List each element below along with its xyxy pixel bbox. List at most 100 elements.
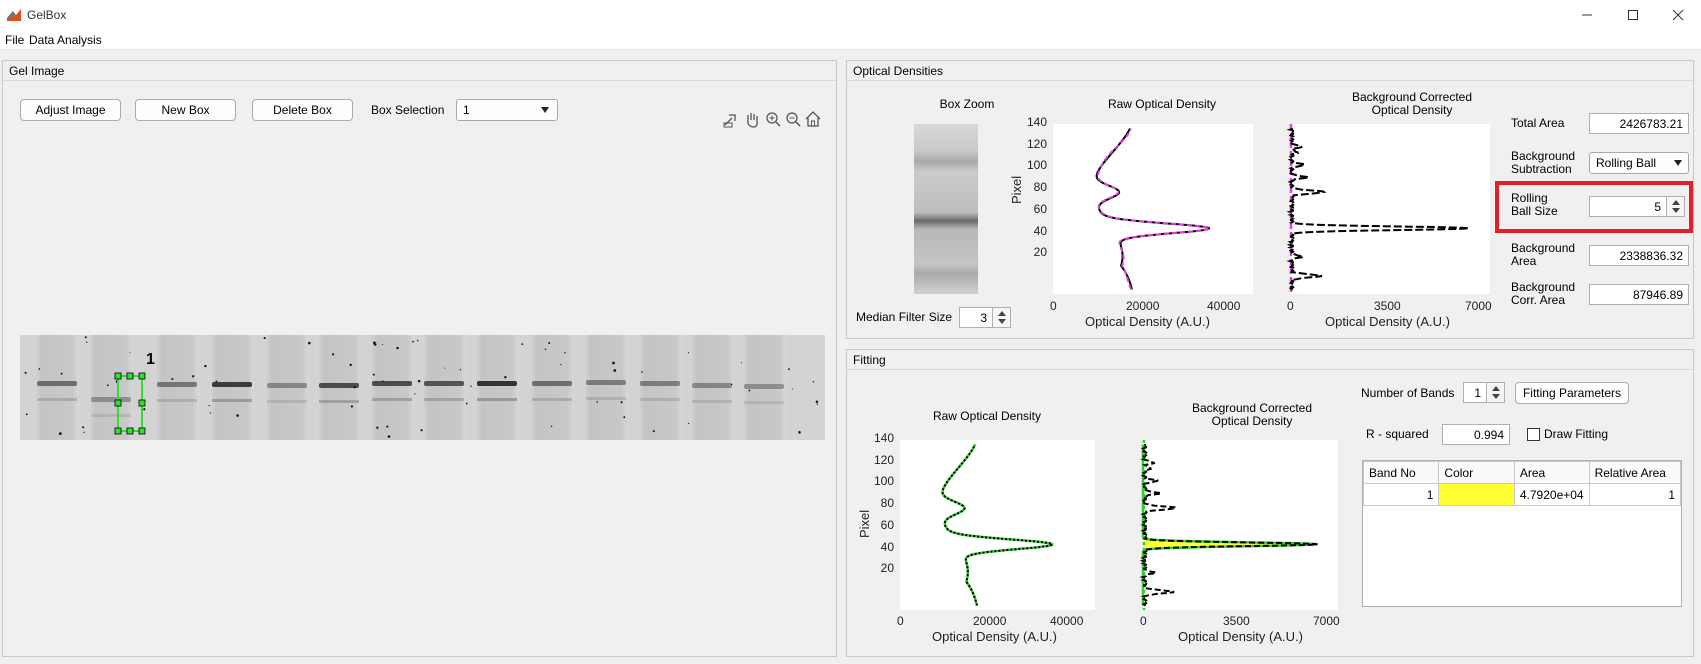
fitting-panel: Fitting Raw Optical Density Background C… — [846, 349, 1694, 657]
minimize-icon — [1582, 14, 1592, 16]
maximize-button[interactable] — [1610, 0, 1656, 30]
r-squared-field: 0.994 — [1442, 424, 1510, 445]
tick-label: 80 — [1033, 180, 1047, 195]
tick-label: 140 — [873, 431, 894, 445]
draw-fitting-checkbox[interactable] — [1527, 428, 1540, 441]
table-header[interactable]: Color — [1438, 461, 1515, 484]
gel-image[interactable]: 1 — [20, 335, 825, 440]
tick-label: 80 — [880, 496, 894, 511]
title-bar: GelBox — [0, 0, 1701, 30]
fitting-parameters-button[interactable]: Fitting Parameters — [1515, 382, 1629, 404]
rolling-label-line1: Rolling — [1511, 191, 1548, 205]
od-bgc-axes[interactable] — [1286, 124, 1490, 294]
tick-label: 40 — [880, 539, 894, 554]
tick-label: 0 — [1050, 299, 1057, 313]
matlab-app-icon — [6, 7, 22, 23]
total-area-field: 2426783.21 — [1589, 113, 1689, 134]
tick-label: 7000 — [1313, 614, 1340, 628]
tick-label: 7000 — [1465, 299, 1492, 313]
gel-image-panel: Gel Image Adjust Image New Box Delete Bo… — [2, 60, 837, 657]
fit-bgc-title-line2: Optical Density — [1211, 414, 1293, 428]
bg-corr-label-line1: Background — [1511, 280, 1576, 294]
spinner-arrows[interactable] — [992, 308, 1010, 327]
optical-densities-panel: Optical Densities Box Zoom Raw Optical D… — [846, 60, 1694, 339]
zoom-out-icon[interactable] — [786, 112, 801, 127]
od-bgc-title: Background Corrected Optical Density — [1297, 91, 1527, 117]
od-bgc-x-label: Optical Density (A.U.) — [1325, 314, 1450, 329]
spinner-down-icon[interactable] — [1672, 208, 1680, 213]
rolling-ball-size-label: Rolling Ball Size — [1511, 192, 1558, 218]
window-title: GelBox — [27, 8, 67, 22]
fit-bgc-x-label: Optical Density (A.U.) — [1178, 629, 1303, 644]
fit-panel-title: Fitting — [847, 350, 1693, 370]
rolling-label-line2: Ball Size — [1511, 204, 1558, 218]
number-of-bands-label: Number of Bands — [1361, 386, 1455, 400]
bg-sub-label-line2: Subtraction — [1511, 162, 1572, 176]
fit-bgc-title-line1: Background Corrected — [1191, 401, 1313, 415]
zoom-in-icon[interactable] — [766, 112, 781, 127]
maximize-icon — [1628, 10, 1638, 20]
box-number-label: 1 — [146, 351, 155, 368]
background-subtraction-dropdown[interactable]: Rolling Ball — [1589, 152, 1689, 174]
close-button[interactable] — [1655, 0, 1701, 30]
spinner-up-icon[interactable] — [1492, 386, 1500, 391]
fit-raw-axes[interactable] — [900, 440, 1095, 610]
number-of-bands-spinner[interactable]: 1 — [1463, 382, 1505, 403]
tick-label: 40 — [1033, 223, 1047, 238]
pan-hand-icon[interactable] — [747, 113, 758, 128]
tick-label: 40000 — [1050, 614, 1084, 628]
rolling-ball-size-spinner[interactable]: 5 — [1589, 196, 1685, 217]
spinner-down-icon[interactable] — [998, 319, 1006, 324]
adjust-image-button[interactable]: Adjust Image — [20, 99, 121, 121]
draw-fitting-label: Draw Fitting — [1544, 427, 1609, 441]
od-bgc-title-line2: Optical Density — [1371, 103, 1453, 117]
tick-label: 20 — [880, 561, 894, 576]
box-selection-dropdown[interactable]: 1 — [456, 99, 558, 121]
band-area-cell[interactable]: 4.7920e+04 — [1513, 483, 1590, 506]
export-icon[interactable] — [723, 114, 736, 128]
axes-toolbar — [723, 111, 821, 128]
chevron-down-icon — [541, 107, 549, 113]
median-filter-size-label: Median Filter Size — [856, 310, 953, 324]
median-filter-size-spinner[interactable]: 3 — [959, 307, 1011, 328]
minimize-button[interactable] — [1564, 0, 1610, 30]
fit-raw-y-label: Pixel — [857, 509, 872, 538]
tick-label: 60 — [1033, 201, 1047, 216]
selection-box[interactable] — [114, 372, 146, 435]
spinner-arrows[interactable] — [1666, 197, 1684, 216]
bands-table: Band No Color Area Relative Area 1 4.792… — [1362, 460, 1682, 607]
od-raw-title: Raw Optical Density — [1107, 97, 1217, 111]
band-no-cell[interactable]: 1 — [1362, 483, 1440, 506]
band-color-cell[interactable] — [1438, 483, 1515, 506]
od-raw-axes[interactable] — [1053, 124, 1253, 294]
box-zoom-image — [914, 124, 978, 294]
home-icon[interactable] — [805, 111, 821, 127]
table-header[interactable]: Band No — [1362, 461, 1440, 484]
tick-label: 3500 — [1374, 299, 1401, 313]
new-box-button[interactable]: New Box — [135, 99, 236, 121]
box-zoom-title: Box Zoom — [939, 97, 995, 111]
table-header[interactable]: Area — [1513, 461, 1590, 484]
table-row[interactable]: 1 4.7920e+04 1 — [1362, 483, 1682, 506]
background-area-field: 2338836.32 — [1589, 245, 1689, 266]
chevron-down-icon — [1674, 160, 1682, 166]
band-relative-area-cell[interactable]: 1 — [1588, 483, 1682, 506]
od-raw-x-label: Optical Density (A.U.) — [1085, 314, 1210, 329]
tick-label: 20 — [1033, 245, 1047, 260]
bg-sub-label-line1: Background — [1511, 149, 1576, 163]
spinner-arrows[interactable] — [1486, 383, 1504, 402]
delete-box-button[interactable]: Delete Box — [252, 99, 353, 121]
fit-bgc-title: Background Corrected Optical Density — [1142, 402, 1362, 428]
menu-data-analysis[interactable]: Data Analysis — [29, 33, 102, 47]
r-squared-label: R - squared — [1366, 427, 1429, 441]
table-header[interactable]: Relative Area — [1588, 461, 1682, 484]
spinner-up-icon[interactable] — [1672, 200, 1680, 205]
spinner-down-icon[interactable] — [1492, 394, 1500, 399]
rolling-ball-size-value: 5 — [1654, 199, 1661, 214]
bg-sub-value: Rolling Ball — [1596, 156, 1657, 170]
spinner-up-icon[interactable] — [998, 311, 1006, 316]
menu-file[interactable]: File — [5, 33, 25, 47]
fit-bgc-axes[interactable] — [1139, 440, 1338, 610]
tick-label: 0 — [897, 614, 904, 628]
menu-bar: File Data Analysis — [0, 30, 1701, 50]
